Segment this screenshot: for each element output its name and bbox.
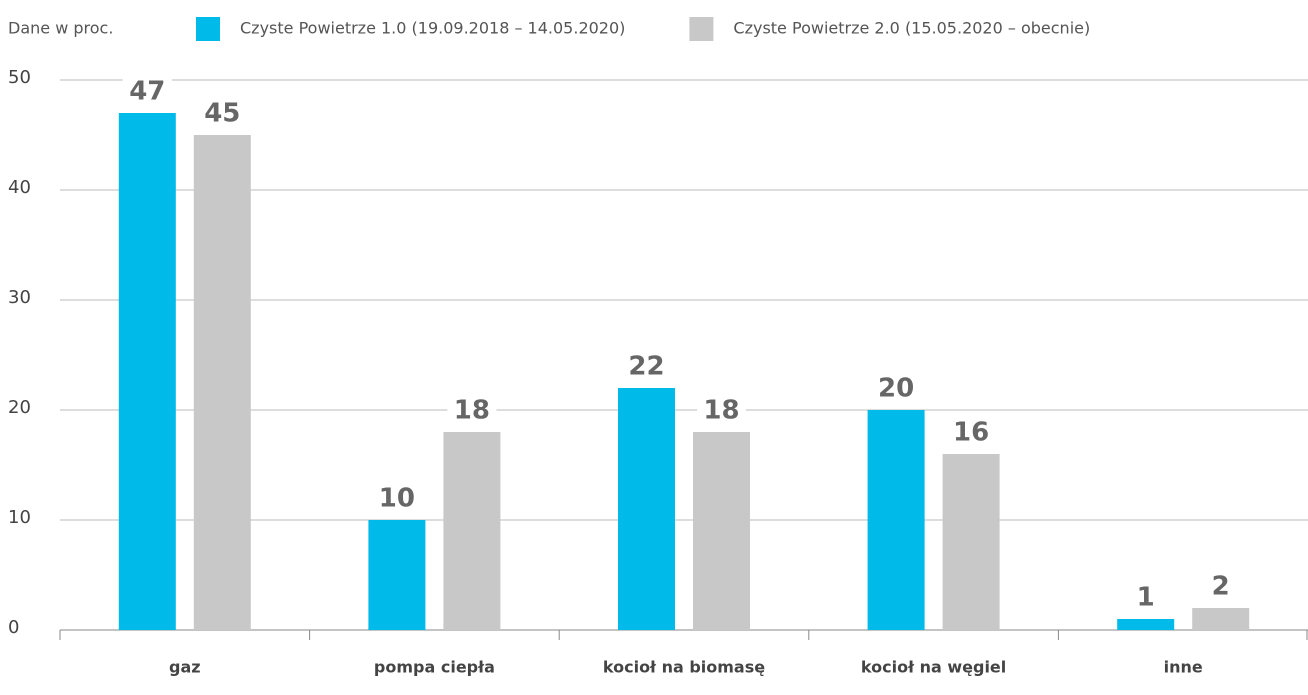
- value-label: 47: [129, 77, 165, 107]
- label-background: [946, 418, 996, 448]
- label-background: [197, 99, 247, 129]
- x-tick-label: kocioł na węgiel: [861, 658, 1006, 677]
- legend-swatch: [196, 17, 220, 41]
- value-label: 2: [1212, 572, 1230, 602]
- value-label: 22: [628, 352, 664, 382]
- bar: [942, 454, 1000, 630]
- bar: [368, 520, 426, 630]
- label-background: [447, 396, 497, 426]
- bar: [1117, 619, 1175, 630]
- value-label: 45: [204, 99, 240, 129]
- x-tick-label: inne: [1164, 658, 1203, 677]
- value-label: 1: [1137, 583, 1155, 613]
- bar: [443, 432, 501, 630]
- bar: [1192, 608, 1250, 630]
- label-background: [372, 484, 422, 514]
- y-tick-label: 10: [8, 507, 31, 528]
- y-tick-label: 50: [8, 67, 31, 88]
- bar: [867, 410, 925, 630]
- value-label: 16: [953, 418, 989, 448]
- y-tick-label: 20: [8, 397, 31, 418]
- bar: [118, 113, 176, 630]
- x-tick-label: pompa ciepła: [374, 658, 495, 677]
- label-background: [622, 352, 671, 382]
- y-tick-label: 0: [8, 617, 19, 638]
- label-background: [1121, 583, 1171, 613]
- label-background: [122, 77, 172, 107]
- label-background: [1196, 572, 1246, 602]
- y-tick-label: 30: [8, 287, 31, 308]
- units-note: Dane w proc.: [8, 19, 113, 38]
- legend-label: Czyste Powietrze 1.0 (19.09.2018 – 14.05…: [240, 19, 625, 38]
- bar: [618, 388, 675, 630]
- value-label: 20: [878, 374, 914, 404]
- value-label: 18: [454, 396, 490, 426]
- bar: [193, 135, 251, 630]
- label-background: [697, 396, 746, 426]
- legend-label: Czyste Powietrze 2.0 (15.05.2020 – obecn…: [733, 19, 1090, 38]
- value-label: 18: [703, 396, 739, 426]
- x-tick-label: gaz: [169, 658, 201, 677]
- label-background: [871, 374, 921, 404]
- y-tick-label: 40: [8, 177, 31, 198]
- bar: [693, 432, 750, 630]
- x-tick-label: kocioł na biomasę: [603, 658, 765, 677]
- value-label: 10: [379, 484, 415, 514]
- legend-swatch: [689, 17, 714, 41]
